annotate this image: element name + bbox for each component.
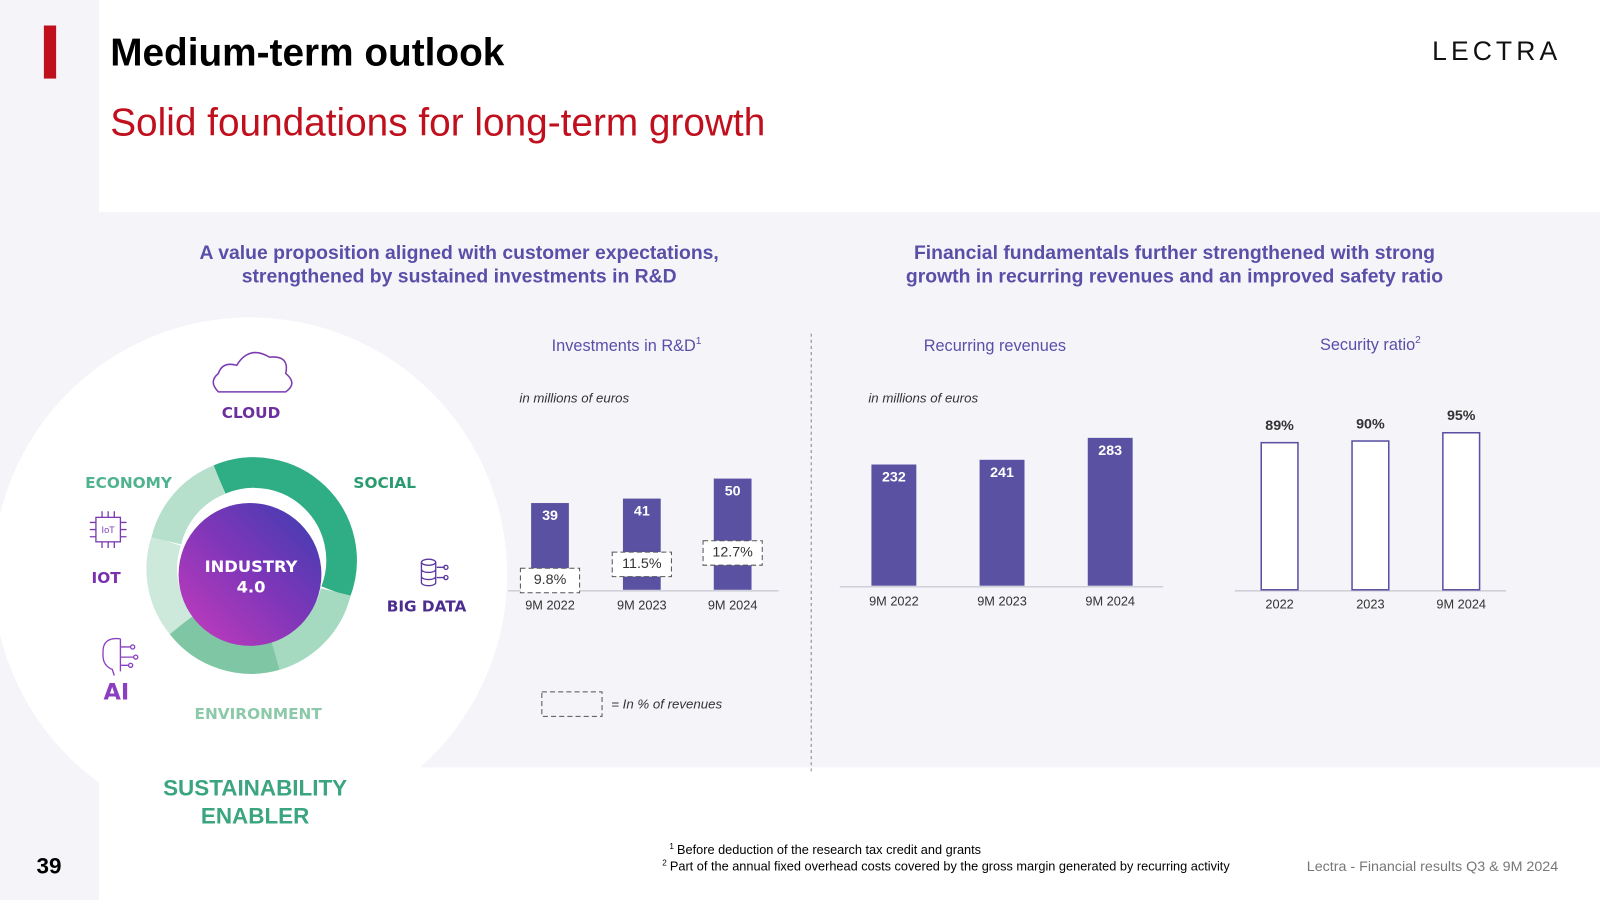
iot-icon-label: IoT (102, 525, 116, 535)
chart-title-text: Recurring revenues (924, 337, 1066, 355)
center-circle (178, 503, 322, 646)
slide-title: Medium-term outlook (110, 31, 505, 74)
bar (1442, 431, 1481, 591)
footnote: 1 Before deduction of the research tax cr… (669, 842, 981, 857)
chart-title: Investments in R&D1 (552, 336, 702, 356)
value-label: 283 (1098, 443, 1122, 459)
iot-icon (89, 511, 127, 548)
diagram-label: IOT (92, 569, 122, 587)
share-label: 11.5% (622, 556, 662, 572)
accent-bar (43, 25, 57, 79)
footnote: 2 Part of the annual fixed overhead costs… (662, 858, 1230, 873)
chart-title-note: 2 (1415, 334, 1421, 345)
ring-segment (213, 457, 357, 598)
bar (1260, 441, 1299, 591)
section-heading: strengthened by sustained investments in… (242, 266, 677, 288)
x-tick-label: 9M 2023 (617, 597, 667, 612)
footnote-mark: 1 (669, 842, 674, 851)
unit-note: in millions of euros (868, 390, 978, 405)
diagram-label: BIG DATA (387, 598, 467, 616)
chart-title-text: Security ratio (1320, 336, 1415, 354)
ai-icon (102, 637, 139, 676)
ring-segment (151, 465, 226, 545)
x-tick-label: 9M 2022 (525, 597, 575, 612)
x-tick-label: 2022 (1265, 596, 1293, 611)
share-box (702, 540, 763, 566)
diagram-label: CLOUD (222, 404, 281, 422)
bar (1351, 440, 1390, 591)
chart-title: Security ratio2 (1320, 334, 1421, 354)
x-tick-label: 9M 2023 (977, 593, 1027, 608)
share-box (519, 567, 581, 594)
value-label: 90% (1356, 416, 1385, 432)
diagram-caption: ENABLER (201, 803, 309, 828)
value-label: 89% (1265, 418, 1294, 434)
big-data-icon (420, 558, 449, 587)
diagram-label: AI (103, 679, 129, 705)
diagram-caption: SUSTAINABILITY (163, 776, 347, 801)
x-tick-label: 9M 2022 (869, 593, 919, 608)
share-label: 12.7% (712, 545, 753, 561)
bar (1087, 437, 1133, 586)
footnote-mark: 2 (662, 858, 667, 867)
x-tick-label: 2023 (1356, 596, 1384, 611)
diagram-label: ECONOMY (85, 474, 173, 492)
chart-title: Recurring revenues (924, 337, 1066, 355)
value-label: 50 (725, 484, 741, 500)
cloud-icon (212, 351, 293, 393)
logo: LECTRA (1432, 36, 1561, 66)
value-label: 232 (882, 470, 906, 486)
share-label: 9.8% (534, 572, 567, 588)
ring (146, 457, 357, 674)
page-number: 39 (36, 853, 61, 878)
ring-segment (169, 614, 280, 674)
ring-segment (270, 587, 351, 670)
legend-label: = In % of revenues (611, 697, 722, 712)
unit-note: in millions of euros (519, 390, 629, 405)
x-tick-label: 9M 2024 (708, 597, 758, 612)
footnote-text: Part of the annual fixed overhead costs … (670, 859, 1231, 874)
center-label: 4.0 (237, 577, 266, 596)
value-label: 241 (990, 465, 1014, 481)
share-box (611, 551, 672, 578)
section-heading: growth in recurring revenues and an impr… (906, 266, 1443, 288)
footer-source: Lectra - Financial results Q3 & 9M 2024 (1307, 859, 1558, 875)
chart-title-note: 1 (696, 336, 702, 347)
diagram-label: ENVIRONMENT (195, 705, 323, 723)
section-heading: Financial fundamentals further strengthe… (914, 242, 1435, 264)
chart-title-text: Investments in R&D (552, 337, 696, 355)
footnote-text: Before deduction of the research tax cre… (677, 842, 981, 857)
center-label: INDUSTRY (205, 557, 298, 576)
bar (713, 478, 752, 590)
slide-subtitle: Solid foundations for long-term growth (110, 102, 765, 145)
x-tick-label: 9M 2024 (1436, 596, 1486, 611)
section-heading: A value proposition aligned with custome… (200, 242, 719, 264)
diagram-label: SOCIAL (353, 474, 416, 492)
value-label: 39 (542, 508, 558, 524)
bar (871, 464, 917, 586)
legend-swatch (541, 691, 603, 717)
bar (979, 459, 1025, 586)
ring-segment (146, 535, 194, 635)
value-label: 95% (1447, 408, 1476, 424)
value-label: 41 (634, 504, 650, 520)
x-tick-label: 9M 2024 (1085, 593, 1135, 608)
